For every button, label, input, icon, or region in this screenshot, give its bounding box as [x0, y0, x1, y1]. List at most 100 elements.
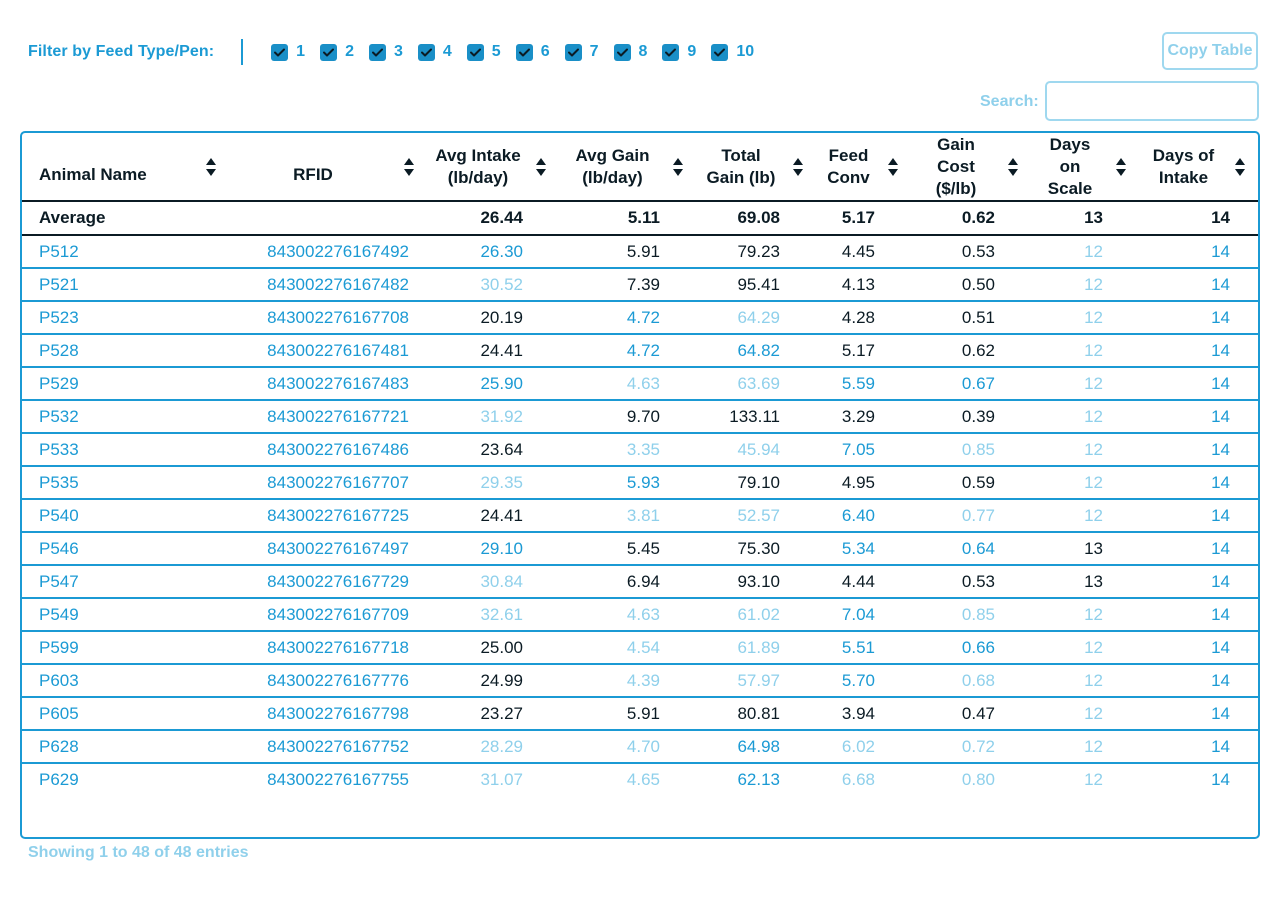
pen-filter-10[interactable]: 10 [711, 43, 754, 61]
animal-name[interactable]: P523 [22, 301, 229, 335]
pen-filter-3[interactable]: 3 [368, 43, 403, 61]
avg-gain-cell: 4.72 [559, 301, 696, 335]
animal-name[interactable]: P629 [39, 770, 79, 789]
table-row: P540 843002276167725 24.41 3.81 52.57 6.40 0.7… [22, 499, 1258, 533]
pen-label: 7 [589, 43, 599, 60]
sort-icon[interactable] [535, 157, 547, 177]
sort-icon[interactable] [403, 157, 415, 177]
checkbox[interactable] [515, 43, 533, 61]
column-header-days-intake[interactable]: Days of Intake [1139, 133, 1258, 202]
animal-name[interactable]: P547 [22, 565, 229, 599]
checkbox[interactable] [271, 43, 289, 61]
animal-name[interactable]: P512 [22, 235, 229, 269]
days-scale-cell: 13 [1031, 532, 1139, 566]
rfid-cell: 843002276167776 [229, 664, 427, 698]
checkbox[interactable] [368, 43, 386, 61]
table-row: P605 843002276167798 23.27 5.91 80.81 3.94 0.4… [22, 697, 1258, 731]
avg-intake-cell: 32.61 [427, 598, 559, 632]
gain-cost-cell: 0.66 [911, 631, 1031, 665]
pen-filter-2[interactable]: 2 [320, 43, 354, 61]
days-intake-cell: 14 [1139, 400, 1258, 434]
animal-name[interactable]: P540 [22, 499, 229, 533]
rfid-cell: 843002276167492 [229, 235, 427, 269]
pen-filter-6[interactable]: 6 [515, 43, 550, 61]
days-scale-cell: 12 [1031, 367, 1139, 401]
animal-name[interactable]: P628 [22, 730, 229, 764]
pen-filter-1[interactable]: 1 [271, 43, 305, 61]
checkbox[interactable] [417, 43, 435, 61]
animal-name[interactable]: P599 [22, 631, 229, 665]
rfid-cell [229, 201, 427, 236]
days-scale-cell: 12 [1084, 770, 1103, 789]
checkbox[interactable] [613, 43, 631, 61]
column-header-total-gain[interactable]: Total Gain (lb) [696, 133, 816, 202]
checkbox[interactable] [662, 43, 680, 61]
checkbox[interactable] [564, 43, 582, 61]
sort-icon[interactable] [1007, 157, 1019, 177]
total-gain-cell: 61.02 [696, 598, 816, 632]
sort-icon[interactable] [205, 157, 217, 177]
avg-intake-cell: 29.10 [427, 532, 559, 566]
gain-cost-cell: 0.53 [911, 565, 1031, 599]
column-header-avg-intake[interactable]: Avg Intake (lb/day) [427, 133, 559, 202]
pen-label: 4 [442, 43, 452, 60]
avg-gain-cell: 4.63 [559, 367, 696, 401]
days-scale-cell: 12 [1031, 301, 1139, 335]
animal-name[interactable]: P546 [22, 532, 229, 566]
animal-name[interactable]: P528 [22, 334, 229, 368]
animal-name[interactable]: P533 [22, 433, 229, 467]
animal-name[interactable]: P549 [22, 598, 229, 632]
feed-conv-cell: 6.40 [816, 499, 911, 533]
avg-intake-cell: 24.99 [427, 664, 559, 698]
column-header-gain-cost[interactable]: Gain Cost ($/lb) [911, 133, 1031, 202]
column-header-feed-conv[interactable]: Feed Conv [816, 133, 911, 202]
pen-filter-5[interactable]: 5 [466, 43, 501, 61]
column-header-rfid[interactable]: RFID [229, 133, 427, 202]
sort-icon[interactable] [887, 157, 899, 177]
gain-cost-cell: 0.51 [911, 301, 1031, 335]
gain-cost-cell: 0.62 [911, 201, 1031, 236]
gain-cost-cell: 0.67 [911, 367, 1031, 401]
sort-icon[interactable] [672, 157, 684, 177]
animal-name[interactable]: P521 [22, 268, 229, 302]
animal-name[interactable]: P603 [22, 664, 229, 698]
gain-cost-cell: 0.50 [911, 268, 1031, 302]
checkbox[interactable] [711, 43, 729, 61]
checkbox[interactable] [466, 43, 484, 61]
pen-label: 10 [736, 43, 755, 60]
sort-icon[interactable] [1234, 157, 1246, 177]
table-row: P546 843002276167497 29.10 5.45 75.30 5.34 0.6… [22, 532, 1258, 566]
avg-intake-cell: 30.84 [427, 565, 559, 599]
pen-filter-9[interactable]: 9 [662, 43, 696, 61]
days-scale-cell: 12 [1031, 664, 1139, 698]
sort-icon[interactable] [1115, 157, 1127, 177]
table-row: P532 843002276167721 31.92 9.70 133.11 3.29 0.… [22, 400, 1258, 434]
column-header-label: Days on Scale [1047, 134, 1093, 198]
avg-gain-cell: 3.81 [559, 499, 696, 533]
column-header-label: Feed Conv [827, 145, 870, 187]
gain-cost-cell: 0.68 [911, 664, 1031, 698]
column-header-label: Avg Intake (lb/day) [435, 145, 521, 187]
animal-name[interactable]: P532 [22, 400, 229, 434]
pen-filter-8[interactable]: 8 [613, 43, 647, 61]
check-icon [420, 48, 432, 56]
column-header-avg-gain[interactable]: Avg Gain (lb/day) [559, 133, 696, 202]
copy-table-button[interactable]: Copy Table [1162, 32, 1258, 70]
column-header-days-scale[interactable]: Days on Scale [1031, 133, 1139, 202]
animal-name[interactable]: P529 [22, 367, 229, 401]
feed-conv-cell: 5.59 [816, 367, 911, 401]
sort-icon[interactable] [792, 157, 804, 177]
animal-name[interactable]: P535 [22, 466, 229, 500]
table-row: P533 843002276167486 23.64 3.35 45.94 7.05 0.8… [22, 433, 1258, 467]
check-icon [518, 48, 530, 56]
column-header-name[interactable]: Animal Name [22, 133, 229, 202]
checkbox[interactable] [320, 43, 338, 61]
avg-gain-cell: 3.35 [559, 433, 696, 467]
gain-cost-cell: 0.64 [911, 532, 1031, 566]
pen-filter-4[interactable]: 4 [417, 43, 452, 61]
search-input[interactable] [1045, 81, 1259, 121]
days-intake-cell: 14 [1139, 697, 1258, 731]
pen-filter-7[interactable]: 7 [564, 43, 599, 61]
animal-name[interactable]: P605 [22, 697, 229, 731]
column-header-label: Avg Gain (lb/day) [575, 145, 650, 187]
